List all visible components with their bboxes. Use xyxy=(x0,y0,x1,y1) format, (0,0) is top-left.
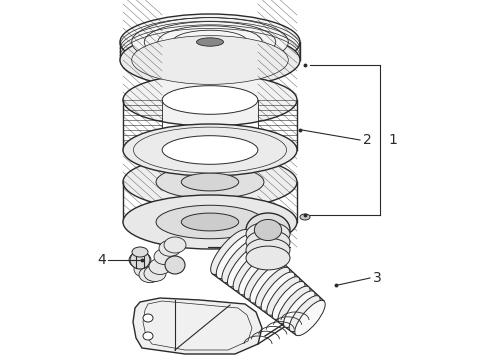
Ellipse shape xyxy=(272,282,305,319)
Ellipse shape xyxy=(130,251,150,269)
Ellipse shape xyxy=(295,300,325,336)
Ellipse shape xyxy=(267,277,300,315)
Ellipse shape xyxy=(162,86,258,114)
Ellipse shape xyxy=(159,240,181,256)
Ellipse shape xyxy=(144,266,166,282)
Ellipse shape xyxy=(156,165,264,199)
Ellipse shape xyxy=(246,213,290,247)
Ellipse shape xyxy=(129,252,151,268)
Ellipse shape xyxy=(246,238,290,262)
Ellipse shape xyxy=(149,258,171,275)
Ellipse shape xyxy=(245,258,280,299)
Ellipse shape xyxy=(254,220,282,240)
Ellipse shape xyxy=(133,127,287,173)
Text: 1: 1 xyxy=(388,133,397,147)
Ellipse shape xyxy=(139,267,161,283)
Ellipse shape xyxy=(211,230,249,274)
Ellipse shape xyxy=(123,74,297,126)
Ellipse shape xyxy=(123,124,297,176)
Ellipse shape xyxy=(154,249,176,265)
Ellipse shape xyxy=(156,205,264,239)
Ellipse shape xyxy=(284,291,315,328)
Ellipse shape xyxy=(134,261,156,277)
Ellipse shape xyxy=(144,22,276,62)
Ellipse shape xyxy=(250,262,285,303)
Text: 4: 4 xyxy=(97,253,106,267)
Ellipse shape xyxy=(132,18,288,66)
Ellipse shape xyxy=(246,246,290,270)
Ellipse shape xyxy=(278,286,310,323)
Ellipse shape xyxy=(143,314,153,322)
Polygon shape xyxy=(133,298,262,354)
Ellipse shape xyxy=(216,234,254,279)
Ellipse shape xyxy=(158,26,262,58)
Ellipse shape xyxy=(246,230,290,254)
Ellipse shape xyxy=(255,267,290,307)
Ellipse shape xyxy=(132,36,288,84)
Ellipse shape xyxy=(239,253,274,295)
Ellipse shape xyxy=(246,222,290,246)
Ellipse shape xyxy=(132,247,148,257)
Ellipse shape xyxy=(172,30,248,54)
Ellipse shape xyxy=(165,256,185,274)
Ellipse shape xyxy=(196,38,223,46)
Ellipse shape xyxy=(164,237,186,253)
Ellipse shape xyxy=(261,272,295,311)
Ellipse shape xyxy=(222,239,260,283)
Ellipse shape xyxy=(181,213,239,231)
Ellipse shape xyxy=(227,244,265,287)
Ellipse shape xyxy=(289,296,320,332)
Ellipse shape xyxy=(300,214,310,220)
Ellipse shape xyxy=(123,195,297,249)
Ellipse shape xyxy=(181,173,239,191)
Ellipse shape xyxy=(123,155,297,209)
Text: 2: 2 xyxy=(363,133,372,147)
Ellipse shape xyxy=(120,14,300,70)
Ellipse shape xyxy=(120,32,300,88)
Ellipse shape xyxy=(233,248,270,291)
Ellipse shape xyxy=(162,136,258,164)
Ellipse shape xyxy=(143,332,153,340)
Text: 3: 3 xyxy=(373,271,382,285)
